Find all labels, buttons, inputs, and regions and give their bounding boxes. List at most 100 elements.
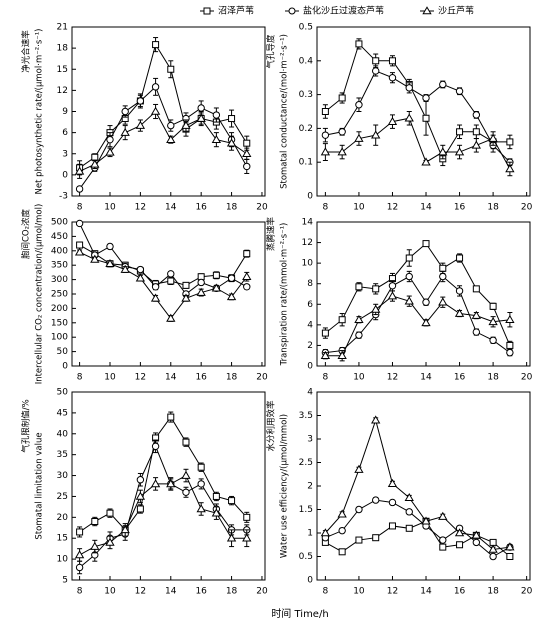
x-axis-title: 时间 Time/h (271, 607, 328, 620)
y-tick-label: 30 (57, 471, 69, 481)
y-tick-label: 200 (51, 304, 68, 314)
marker (372, 534, 380, 542)
y-tick-label: 0.1 (299, 158, 313, 168)
marker (454, 147, 465, 156)
marker (438, 297, 448, 306)
legend-marker (422, 6, 432, 15)
marker (454, 308, 465, 317)
marker (338, 128, 346, 136)
x-tick-label: 8 (77, 587, 83, 597)
plot-frame (71, 26, 266, 197)
x-tick-label: 16 (454, 203, 466, 213)
marker (106, 135, 114, 144)
marker (90, 254, 100, 263)
marker (439, 272, 447, 281)
marker (455, 87, 464, 95)
marker (121, 107, 129, 116)
y-tick-label: 350 (51, 261, 68, 271)
marker (182, 488, 190, 496)
marker (151, 283, 160, 291)
x-tick-label: 14 (420, 203, 432, 213)
x-tick-label: 20 (256, 203, 268, 213)
marker (471, 140, 481, 149)
marker (372, 285, 380, 293)
series-line (79, 85, 248, 190)
marker (90, 541, 100, 550)
marker (456, 541, 464, 549)
x-tick-label: 12 (135, 587, 146, 597)
marker (167, 270, 175, 278)
series-line (79, 416, 248, 533)
x-tick-label: 10 (353, 587, 365, 597)
y-tick-label: 2.5 (299, 458, 313, 468)
y-tick-label: 0.4 (299, 56, 314, 66)
marker (228, 115, 236, 123)
x-tick-label: 12 (387, 203, 398, 213)
marker (135, 491, 146, 500)
marker (404, 492, 414, 502)
marker (136, 265, 145, 274)
y-tick-label: 15 (57, 534, 68, 544)
marker (387, 291, 398, 300)
x-tick-label: 14 (420, 587, 432, 597)
x-tick-label: 20 (256, 373, 268, 383)
marker (388, 522, 396, 530)
x-tick-label: 8 (323, 373, 329, 383)
y-tick-label: 2 (307, 341, 313, 351)
marker (243, 283, 251, 291)
marker (354, 314, 364, 324)
x-tick-label: 10 (104, 587, 116, 597)
marker (181, 120, 191, 129)
marker (405, 254, 413, 262)
x-tick-label: 16 (195, 587, 207, 597)
y-axis-title: 净光合速率 (21, 30, 32, 73)
marker (135, 273, 146, 282)
y-tick-label: 12 (302, 238, 313, 248)
x-tick-label: 16 (454, 587, 466, 597)
legend-label: 沙丘芦苇 (438, 5, 474, 17)
x-tick-label: 8 (77, 203, 83, 213)
marker (197, 104, 205, 112)
marker (120, 264, 130, 273)
plot-frame (316, 26, 531, 197)
marker (182, 438, 190, 446)
marker (243, 162, 251, 171)
y-tick-label: 50 (57, 388, 69, 398)
marker (404, 296, 414, 305)
marker (488, 316, 498, 326)
marker (90, 159, 100, 168)
marker (181, 293, 191, 302)
y-tick-label: 50 (57, 347, 69, 357)
marker (505, 164, 515, 173)
marker (242, 271, 252, 281)
marker (355, 505, 363, 514)
series-line (79, 474, 247, 556)
marker (212, 271, 220, 279)
marker (211, 508, 222, 517)
marker (438, 147, 448, 156)
series-line (325, 275, 511, 354)
marker (456, 128, 464, 136)
x-tick-label: 12 (387, 373, 398, 383)
y-axis-title: 水分利用效率 (266, 400, 277, 452)
x-tick-label: 10 (353, 203, 365, 213)
y-tick-label: 500 (51, 218, 68, 228)
marker (471, 530, 481, 539)
marker (105, 258, 115, 268)
marker (472, 538, 481, 547)
y-tick-label: 0 (307, 362, 313, 372)
y-axis-title: 胞间CO₂浓度 (21, 208, 32, 259)
y-tick-label: 250 (51, 290, 68, 300)
y-tick-label: 20 (57, 513, 69, 523)
x-tick-label: 12 (387, 587, 398, 597)
y-tick-label: 0.5 (299, 552, 313, 562)
y-tick-label: 8 (307, 279, 313, 289)
y-tick-label: 6 (307, 300, 313, 310)
marker (421, 516, 431, 525)
y-tick-label: 21 (57, 23, 68, 33)
marker (489, 336, 497, 344)
marker (422, 114, 430, 122)
marker (505, 314, 515, 324)
marker (242, 533, 252, 542)
